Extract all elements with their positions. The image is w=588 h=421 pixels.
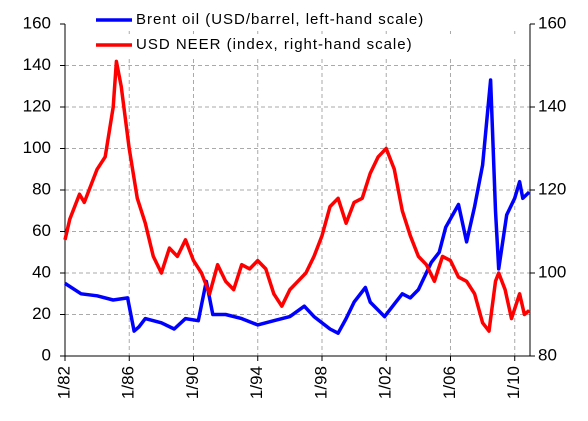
y-tick-label: 120: [23, 96, 51, 115]
y2-tick-label: 140: [538, 96, 566, 115]
y2-tick-label: 120: [538, 179, 566, 198]
x-tick-label: 1/82: [54, 366, 73, 399]
x-tick-label: 1/06: [440, 366, 459, 399]
x-tick-label: 1/90: [183, 366, 202, 399]
y-tick-label: 40: [32, 262, 51, 281]
x-tick-label: 1/94: [247, 366, 266, 399]
line: [64, 78, 531, 335]
y-tick-label: 80: [32, 179, 51, 198]
y2-tick-label: 100: [538, 262, 566, 281]
y2-tick-label: 80: [538, 345, 557, 364]
line: [63, 59, 531, 333]
y-tick-label: 60: [32, 221, 51, 240]
y-tick-label: 0: [42, 345, 51, 364]
legend-label: USD NEER (index, right-hand scale): [136, 36, 413, 53]
y-tick-label: 20: [32, 304, 51, 323]
y-tick-label: 100: [23, 138, 51, 157]
x-tick-label: 1/10: [504, 366, 523, 399]
legend-label: Brent oil (USD/barrel, left-hand scale): [136, 11, 424, 28]
y2-tick-label: 160: [538, 13, 566, 32]
x-tick-label: 1/02: [376, 366, 395, 399]
y-tick-label: 140: [23, 55, 51, 74]
y-tick-label: 160: [23, 13, 51, 32]
x-tick-label: 1/98: [311, 366, 330, 399]
x-tick-label: 1/86: [119, 366, 138, 399]
legend-bg: [94, 9, 524, 31]
legend-bg: [94, 34, 524, 56]
